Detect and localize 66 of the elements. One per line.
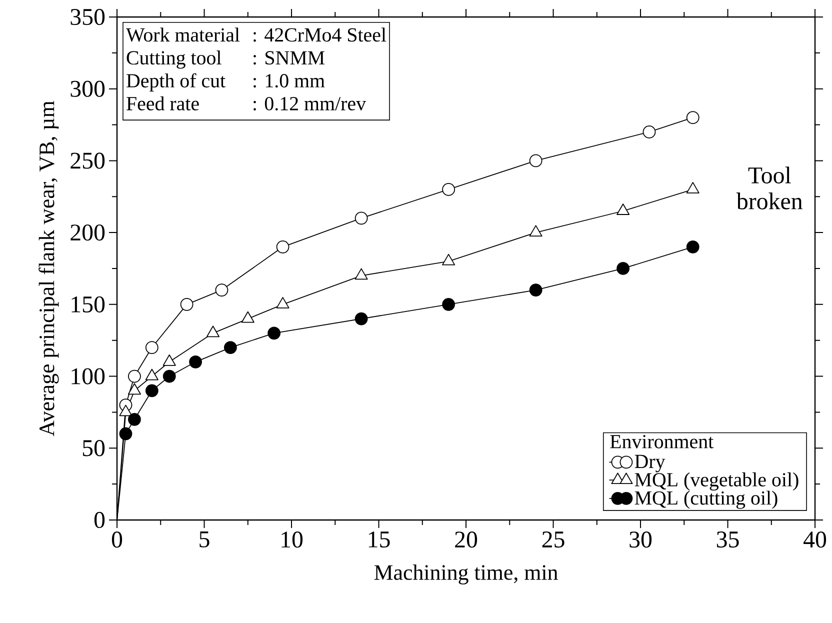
y-tick-label: 250: [70, 152, 105, 169]
annotation: : SNMM: [254, 51, 324, 65]
point: [616, 204, 630, 215]
point: [162, 354, 176, 366]
x-tick-label: 20: [455, 532, 478, 548]
point: [686, 240, 700, 254]
x-tick-label: 0: [112, 532, 122, 548]
y-tick-label: 100: [72, 368, 105, 384]
point: [119, 427, 132, 440]
point: [442, 182, 456, 196]
point: [128, 412, 141, 426]
point: [268, 326, 281, 340]
point: [276, 296, 290, 308]
legend-label: Dry: [634, 454, 666, 472]
point: [686, 182, 700, 194]
y-tick-label: 350: [70, 8, 105, 26]
y-tick-label: 0: [94, 512, 105, 528]
legend-title: Environment: [610, 434, 714, 448]
point: [642, 126, 656, 138]
x-tick-label: 35: [716, 532, 739, 548]
point: [215, 284, 228, 296]
point: [189, 355, 202, 368]
point: [128, 370, 141, 383]
point: [354, 212, 368, 225]
legend-label: MQL (vegetable oil): [634, 472, 798, 491]
point: [276, 240, 290, 254]
y-tick-label: 150: [72, 296, 105, 312]
x-axis-title: Machining time, min: [374, 564, 558, 584]
point: [119, 404, 132, 416]
point: [354, 268, 368, 280]
point: [224, 341, 237, 354]
annotation: Depth of cut: [126, 73, 226, 92]
point: [180, 298, 194, 311]
point: [162, 370, 176, 383]
point: [128, 383, 141, 395]
point: [145, 341, 158, 354]
x-tick-label: 40: [804, 532, 826, 548]
annotation: Work material: [126, 28, 240, 42]
point: [529, 284, 542, 296]
point: [145, 368, 158, 380]
annotation: Cutting tool: [126, 50, 222, 69]
annotation: : 0.12 mm/rev: [254, 96, 366, 110]
legend-label: MQL (cutting oil): [634, 490, 778, 509]
annotation: Tool broken: [736, 166, 802, 210]
point: [529, 225, 542, 237]
x-tick-label: 25: [542, 532, 564, 548]
y-tick-label: 300: [70, 80, 105, 97]
point: [529, 154, 542, 168]
y-tick-label: 200: [70, 224, 105, 241]
x-tick-label: 5: [200, 532, 210, 548]
x-tick-label: 10: [282, 532, 303, 548]
x-tick-label: 15: [368, 532, 390, 548]
point: [206, 326, 220, 338]
point: [241, 311, 254, 323]
point: [442, 298, 456, 311]
annotation: : 1.0 mm: [254, 74, 325, 88]
point: [616, 262, 630, 275]
point: [442, 254, 456, 266]
point: [145, 384, 158, 398]
point: [354, 312, 368, 326]
y-axis-title: Average principal flank wear, VB, µm: [38, 100, 59, 436]
point: [686, 111, 700, 124]
y-tick-label: 50: [82, 440, 105, 456]
annotation: Feed rate: [126, 96, 199, 110]
x-tick-label: 30: [630, 532, 652, 548]
annotation: : 42CrMo4 Steel: [254, 28, 386, 42]
